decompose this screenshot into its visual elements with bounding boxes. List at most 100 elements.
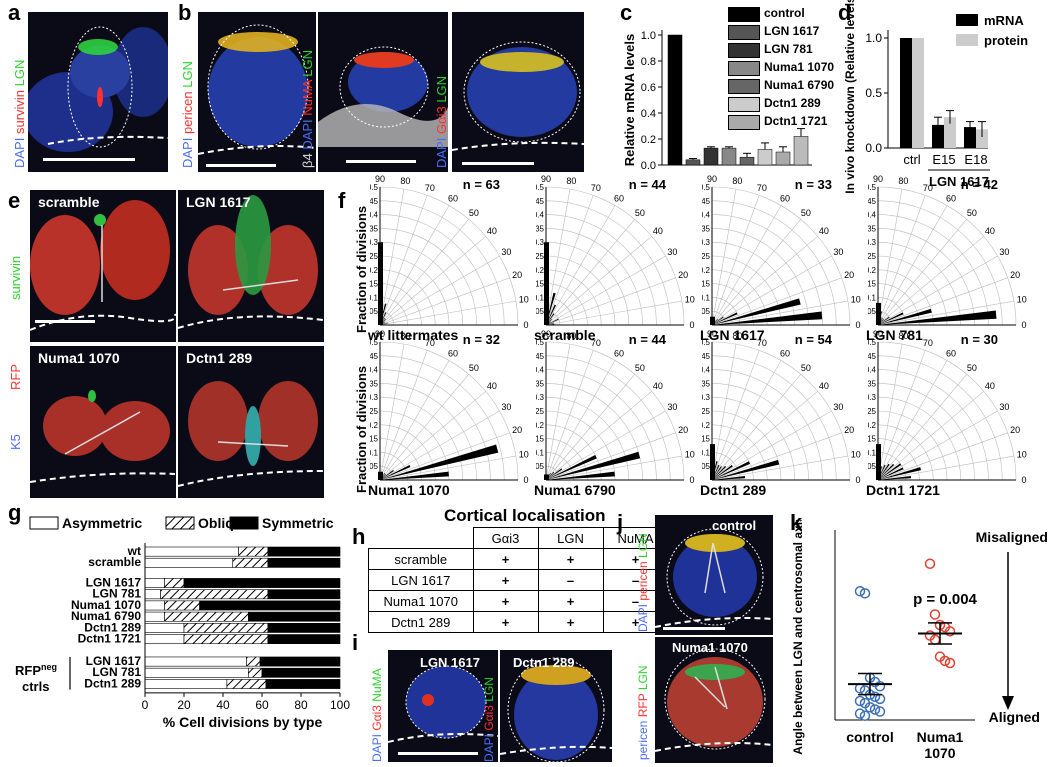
legend-swatch — [728, 115, 760, 130]
panel-e-image-4 — [178, 346, 324, 498]
group-label: LGN 1617 — [929, 174, 989, 189]
radial-tick: 0.25 — [868, 407, 877, 416]
division-axis — [714, 666, 728, 710]
data-point — [864, 702, 876, 713]
polar-ring — [379, 269, 436, 326]
y-axis-label: Angle between LGN and centrosomal axis — [791, 520, 805, 755]
y-tick-label: 1.0 — [865, 31, 882, 45]
polar-bar — [878, 467, 922, 480]
legend-swatch — [728, 97, 760, 112]
polar-ring — [379, 214, 491, 326]
angle-tick: 60 — [448, 349, 458, 359]
radial-tick: 0.1 — [370, 293, 379, 302]
polar-spoke — [711, 277, 842, 326]
legend-swatch — [229, 516, 259, 530]
polar-spoke — [379, 350, 428, 481]
angle-tick: 70 — [923, 183, 933, 193]
division-axis — [222, 279, 299, 291]
cell-shape — [685, 664, 745, 680]
data-point — [869, 704, 881, 715]
angle-tick: 40 — [985, 226, 995, 236]
polar-bar — [712, 465, 733, 480]
polar-title: wt littermates — [368, 327, 459, 343]
polar-bar — [380, 444, 499, 480]
scale-bar — [35, 320, 95, 323]
polar-ring — [379, 255, 450, 326]
panel-j-title: control — [712, 518, 757, 533]
radial-tick: 0.35 — [868, 224, 877, 233]
y-tick-label: 1.0 — [641, 30, 656, 42]
polar-spoke — [877, 189, 903, 326]
radial-tick: 0.2 — [868, 421, 877, 430]
legend-swatch — [29, 516, 59, 530]
polar-ring — [877, 383, 975, 481]
polar-spoke — [545, 195, 594, 326]
radial-tick: 0.3 — [370, 238, 379, 247]
radial-tick: 0.4 — [868, 366, 877, 375]
radial-tick: 0.25 — [702, 252, 711, 261]
bar-segment — [160, 589, 269, 600]
table-cell: scramble — [368, 548, 474, 570]
bracket-label2: ctrls — [22, 679, 49, 694]
radial-tick: 0.2 — [702, 421, 711, 430]
panel-j-image-1 — [655, 515, 773, 635]
panel-e-title: scramble — [38, 194, 100, 210]
cell-outline — [339, 46, 429, 128]
bar-segment — [248, 667, 263, 678]
polar-spoke — [545, 410, 666, 481]
row-label: Numa1 6790 — [71, 609, 141, 623]
angle-tick: 70 — [757, 338, 767, 348]
polar-ring — [711, 297, 740, 326]
radial-tick: 0.2 — [536, 421, 545, 430]
polar-ring — [711, 424, 768, 481]
legend-label: Asymmetric — [62, 515, 142, 531]
bar — [900, 38, 912, 148]
polar-bar — [546, 468, 563, 480]
polar-ring — [379, 452, 408, 481]
table: Gαi3 LGN NuMA scramble + + + LGN 1617 + – – Numa1 1… — [368, 527, 669, 633]
table-row: LGN 1617 + – – — [368, 569, 669, 591]
polar-bar — [878, 310, 997, 325]
radial-tick: 0.3 — [536, 393, 545, 402]
polar-ring — [545, 465, 561, 481]
panel-b-image-3 — [452, 12, 584, 172]
angle-tick: 10 — [519, 450, 529, 460]
cell-shape — [188, 225, 248, 315]
row-label: LGN 781 — [92, 587, 141, 601]
x-tick-label: 40 — [216, 698, 230, 712]
polar-spoke — [379, 391, 486, 481]
data-point — [929, 609, 941, 620]
polar-ring — [711, 452, 740, 481]
basement-membrane — [655, 742, 773, 752]
polar-ring — [545, 241, 630, 326]
radial-tick: 0.05 — [868, 462, 877, 471]
radial-tick: 0.45 — [536, 352, 545, 361]
radial-tick: 0.5 — [370, 183, 379, 192]
polar-bar — [546, 318, 559, 325]
panel-letter-a: a — [8, 0, 21, 25]
row-label: Dctn1 1721 — [78, 632, 142, 646]
polar-ring — [545, 369, 657, 481]
angle-tick: 30 — [999, 402, 1009, 412]
radial-tick: 0.2 — [370, 421, 379, 430]
polar-ring — [711, 186, 851, 326]
angle-tick: 70 — [591, 338, 601, 348]
angle-tick: 10 — [685, 450, 695, 460]
polar-spoke — [545, 432, 676, 481]
stain-label: LGN — [434, 75, 449, 103]
angle-tick: 70 — [425, 338, 435, 348]
polar-spoke — [545, 455, 682, 481]
radial-tick: 0.1 — [536, 293, 545, 302]
panel-i-title: Dctn1 289 — [513, 655, 575, 670]
cell-shape — [673, 537, 757, 617]
cell-shape — [685, 534, 745, 552]
panel-i-title: LGN 1617 — [420, 655, 480, 670]
stain-label: DAPI — [370, 730, 384, 762]
bar-segment — [164, 578, 185, 588]
polar-spoke — [379, 236, 486, 326]
angle-tick: 20 — [1010, 270, 1020, 280]
radial-tick: 0.5 — [868, 338, 877, 347]
arrow-head — [1002, 696, 1014, 710]
polar-ring — [711, 214, 823, 326]
